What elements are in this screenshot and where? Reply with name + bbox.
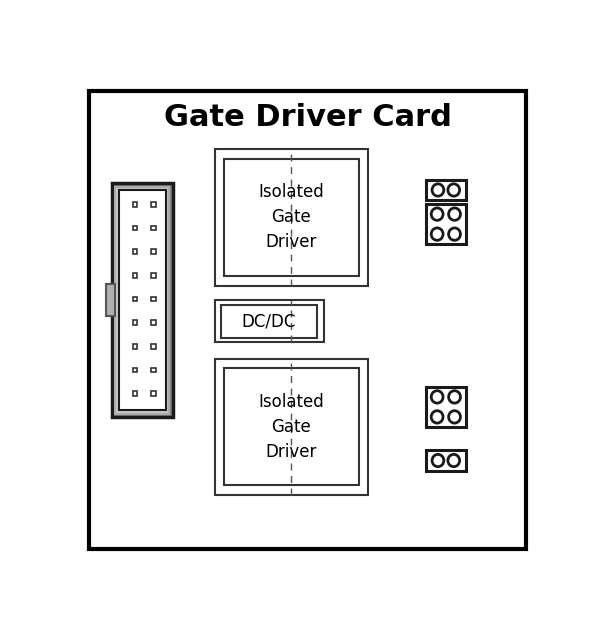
Bar — [151, 202, 156, 207]
Circle shape — [448, 454, 460, 467]
Bar — [115, 187, 169, 414]
Bar — [133, 273, 137, 278]
Bar — [151, 296, 156, 301]
Bar — [133, 368, 137, 372]
Bar — [151, 368, 156, 372]
Circle shape — [449, 391, 460, 403]
Bar — [133, 344, 137, 349]
Bar — [215, 300, 324, 342]
Text: Gate Driver Card: Gate Driver Card — [164, 103, 451, 132]
Circle shape — [432, 184, 444, 196]
Circle shape — [448, 184, 460, 196]
Bar — [133, 391, 137, 396]
Bar — [151, 225, 156, 230]
Bar — [151, 273, 156, 278]
Bar — [151, 249, 156, 254]
Bar — [133, 249, 137, 254]
Bar — [221, 304, 317, 337]
Circle shape — [431, 391, 443, 403]
Circle shape — [432, 454, 444, 467]
Bar — [133, 202, 137, 207]
Bar — [151, 320, 156, 325]
Bar — [426, 204, 466, 244]
Bar — [106, 284, 115, 316]
Bar — [112, 183, 173, 417]
Text: Isolated
Gate
Driver: Isolated Gate Driver — [259, 184, 324, 251]
Bar — [133, 225, 137, 230]
Text: Isolated
Gate
Driver: Isolated Gate Driver — [259, 393, 324, 461]
Circle shape — [449, 228, 460, 241]
Bar — [133, 320, 137, 325]
Bar — [426, 450, 466, 471]
Text: DC/DC: DC/DC — [242, 312, 296, 330]
Circle shape — [431, 208, 443, 220]
Bar — [151, 391, 156, 396]
Bar — [426, 387, 466, 427]
Bar — [119, 190, 166, 410]
Bar — [151, 344, 156, 349]
Bar — [224, 368, 359, 486]
Bar — [215, 359, 368, 495]
Bar — [215, 149, 368, 285]
Bar — [426, 180, 466, 200]
Circle shape — [449, 411, 460, 423]
Circle shape — [431, 228, 443, 241]
Bar — [133, 296, 137, 301]
Circle shape — [449, 208, 460, 220]
Bar — [224, 159, 359, 276]
Circle shape — [431, 411, 443, 423]
